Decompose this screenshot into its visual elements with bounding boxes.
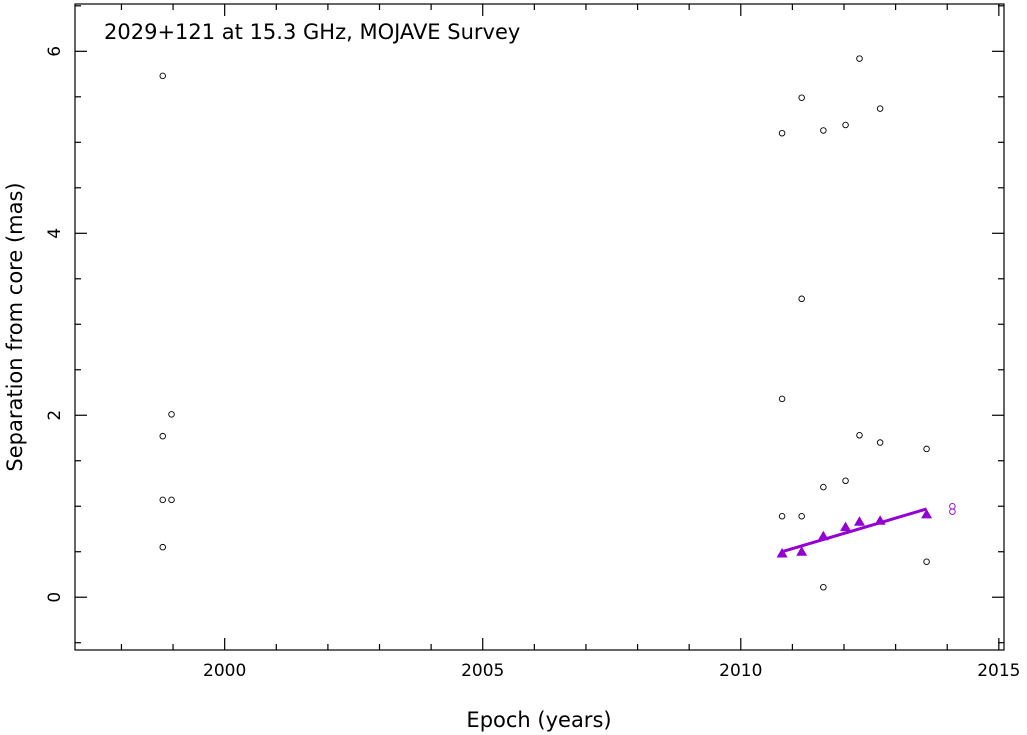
x-tick-label: 2000 (203, 661, 246, 681)
circle-point (856, 55, 863, 62)
circle-point (168, 496, 175, 504)
x-tick-label: 2010 (719, 661, 762, 681)
circle-point (842, 477, 849, 485)
x-tick-label: 2005 (461, 661, 504, 681)
circle-point (159, 543, 166, 551)
y-axis-label: Separation from core (mas) (3, 182, 27, 471)
circle-point (949, 508, 956, 515)
circle-point (820, 483, 827, 491)
triangle-point (796, 546, 808, 556)
circle-point (168, 411, 175, 418)
y-tick-label: 0 (45, 592, 65, 603)
y-tick-label: 6 (45, 46, 65, 57)
circle-point (876, 105, 884, 112)
circle-point (923, 558, 930, 565)
y-tick-label: 2 (45, 410, 65, 421)
triangle-point (817, 530, 829, 541)
tick-labels: 2000 2005 2010 2015 0 2 4 6 (45, 46, 1020, 681)
circle-point (923, 445, 930, 453)
circle-point (820, 583, 827, 591)
circle-point (798, 513, 805, 520)
x-tick-label: 2015 (977, 661, 1020, 681)
circle-point (876, 439, 884, 446)
circle-point (159, 496, 166, 504)
circle-point (856, 432, 863, 439)
circle-point (842, 121, 849, 129)
circle-point (159, 432, 166, 440)
circle-point (949, 502, 956, 510)
chart-title: 2029+121 at 15.3 GHz, MOJAVE Survey (104, 20, 520, 44)
triangle-point (840, 521, 852, 532)
circle-point (159, 72, 166, 80)
triangle-point (874, 515, 886, 525)
triangle-point (853, 516, 865, 526)
circle-point (820, 127, 827, 134)
triangle-point (776, 548, 788, 558)
x-axis-label: Epoch (years) (466, 708, 611, 732)
y-tick-label: 4 (45, 228, 65, 239)
circle-point (778, 129, 786, 137)
circle-point (778, 395, 786, 403)
circle-point (798, 295, 805, 303)
triangle-point (921, 508, 933, 519)
axis-ticks (75, 4, 1004, 650)
plot-frame (74, 3, 1005, 651)
circle-point (798, 94, 805, 101)
circle-point (778, 513, 786, 520)
data-marks (159, 55, 956, 591)
fit-line (781, 507, 928, 554)
